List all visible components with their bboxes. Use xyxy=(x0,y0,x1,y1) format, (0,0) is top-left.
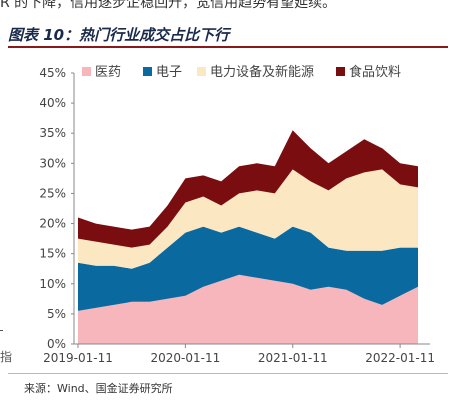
y-tick-label: 35% xyxy=(39,126,66,140)
y-tick-label: 20% xyxy=(39,217,66,231)
area-series-1 xyxy=(78,226,418,311)
x-tick-label: 2020-01-11 xyxy=(150,351,220,365)
legend-swatch-2 xyxy=(197,67,206,76)
y-tick-label: 15% xyxy=(39,247,66,261)
figure-title: 图表 10：热门行业成交占比下行 xyxy=(8,26,230,44)
left-margin-fragment: 指 xyxy=(0,350,13,364)
y-tick-label: 5% xyxy=(47,307,66,321)
x-tick-label: 2022-01-11 xyxy=(365,351,435,365)
legend-swatch-0 xyxy=(82,67,91,76)
y-tick-label: 25% xyxy=(39,186,66,200)
y-tick-label: 40% xyxy=(39,96,66,110)
legend-label-2: 电力设备及新能源 xyxy=(210,64,314,80)
legend-label-3: 食品饮料 xyxy=(349,64,401,80)
legend-swatch-1 xyxy=(143,67,152,76)
title-rule xyxy=(8,46,448,48)
area-series-3 xyxy=(78,130,418,248)
y-tick-label: 45% xyxy=(39,66,66,80)
source-rule xyxy=(8,373,448,374)
legend-label-0: 医药 xyxy=(95,65,121,80)
y-tick-label: 0% xyxy=(47,337,66,351)
legend-label-1: 电子 xyxy=(156,65,182,80)
source-note: 来源：Wind、国金证券研究所 xyxy=(24,382,173,395)
x-tick-label: 2021-01-11 xyxy=(258,351,328,365)
y-tick-label: 30% xyxy=(39,156,66,170)
stacked-area-chart: 0% 5% 10% 15% 20% 25% 30% 35% 40% 45% 2019-01-11 20… xyxy=(39,64,435,365)
left-margin-rule xyxy=(0,330,3,331)
y-tick-label: 10% xyxy=(39,277,66,291)
top-text-fragment: R 的下降，信用逐步企稳回升，宽信用趋势有望延续。 xyxy=(0,0,337,10)
area-series-2 xyxy=(78,169,418,269)
x-tick-label: 2019-01-11 xyxy=(43,351,113,365)
area-series-0 xyxy=(78,274,418,344)
legend-swatch-3 xyxy=(336,67,345,76)
